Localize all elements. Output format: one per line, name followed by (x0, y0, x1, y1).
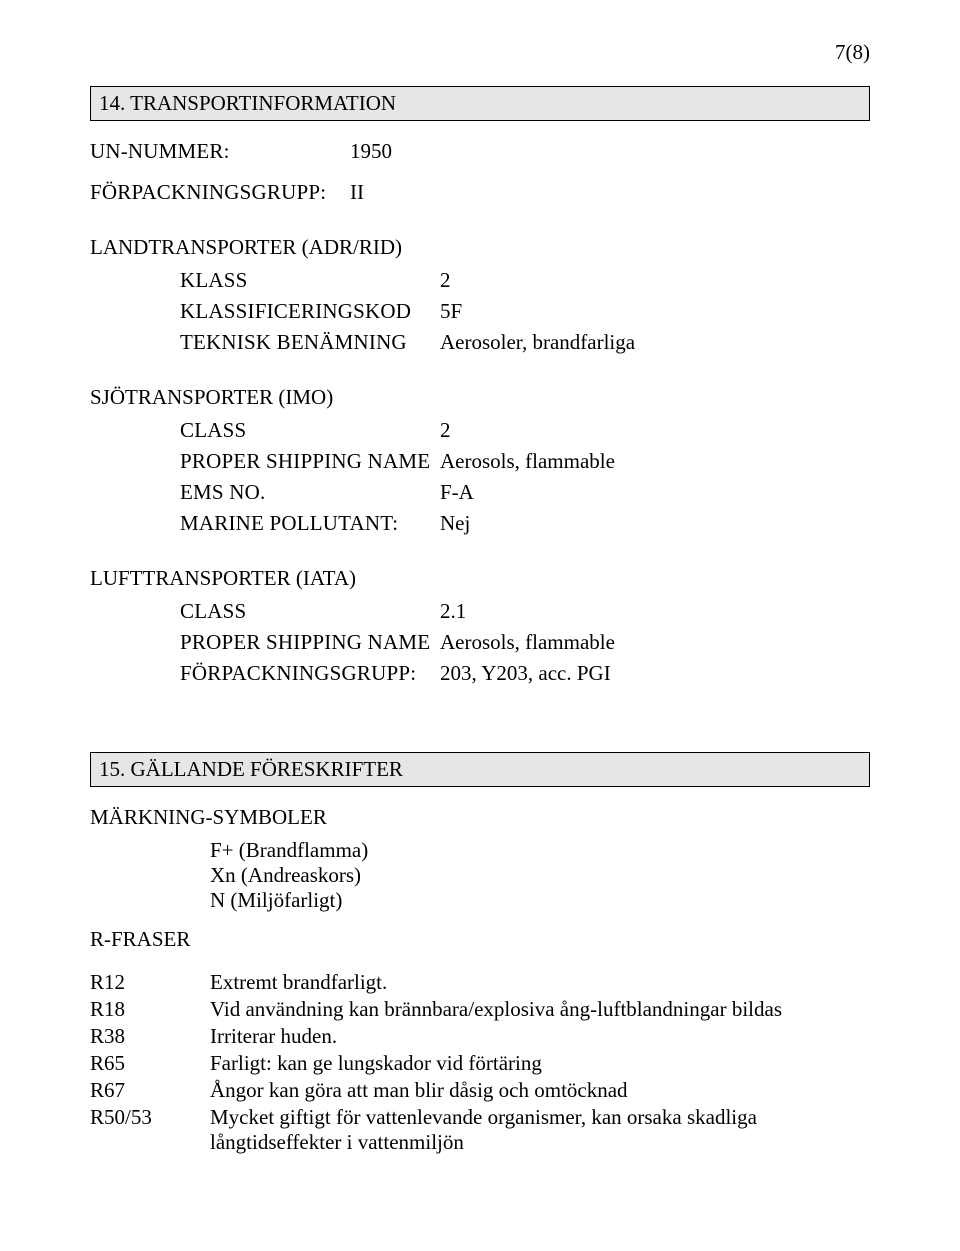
land-transport-block: KLASS 2 KLASSIFICERINGSKOD 5F TEKNISK BE… (180, 268, 870, 355)
r-code: R38 (90, 1024, 210, 1049)
air-transport-heading: LUFTTRANSPORTER (IATA) (90, 566, 870, 591)
air-pg-label: FÖRPACKNINGSGRUPP: (180, 661, 440, 686)
land-code-row: KLASSIFICERINGSKOD 5F (180, 299, 870, 324)
air-pg-row: FÖRPACKNINGSGRUPP: 203, Y203, acc. PGI (180, 661, 870, 686)
air-class-value: 2.1 (440, 599, 870, 624)
r-code: R12 (90, 970, 210, 995)
land-klass-value: 2 (440, 268, 870, 293)
sea-psn-label: PROPER SHIPPING NAME (180, 449, 440, 474)
land-code-value: 5F (440, 299, 870, 324)
land-tech-label: TEKNISK BENÄMNING (180, 330, 440, 355)
sea-ems-row: EMS NO. F-A (180, 480, 870, 505)
sea-transport-block: CLASS 2 PROPER SHIPPING NAME Aerosols, f… (180, 418, 870, 536)
r-text: Farligt: kan ge lungskador vid förtäring (210, 1051, 870, 1076)
land-tech-value: Aerosoler, brandfarliga (440, 330, 870, 355)
marking-block: F+ (Brandflamma) Xn (Andreaskors) N (Mil… (210, 838, 870, 913)
r-row: R65 Farligt: kan ge lungskador vid förtä… (90, 1051, 870, 1076)
page-number: 7(8) (835, 40, 870, 65)
sea-psn-value: Aerosols, flammable (440, 449, 870, 474)
air-class-label: CLASS (180, 599, 440, 624)
r-row: R18 Vid användning kan brännbara/explosi… (90, 997, 870, 1022)
un-number-row: UN-NUMMER: 1950 (90, 139, 870, 164)
packaging-group-row: FÖRPACKNINGSGRUPP: II (90, 180, 870, 205)
r-text: Vid användning kan brännbara/explosiva å… (210, 997, 870, 1022)
air-class-row: CLASS 2.1 (180, 599, 870, 624)
land-transport-heading: LANDTRANSPORTER (ADR/RID) (90, 235, 870, 260)
land-klass-label: KLASS (180, 268, 440, 293)
r-row: R50/53 Mycket giftigt för vattenlevande … (90, 1105, 870, 1155)
air-psn-value: Aerosols, flammable (440, 630, 870, 655)
r-text: Irriterar huden. (210, 1024, 870, 1049)
air-psn-row: PROPER SHIPPING NAME Aerosols, flammable (180, 630, 870, 655)
sea-class-row: CLASS 2 (180, 418, 870, 443)
marking-heading: MÄRKNING-SYMBOLER (90, 805, 870, 830)
land-klass-row: KLASS 2 (180, 268, 870, 293)
packaging-group-value: II (350, 180, 870, 205)
r-text: Mycket giftigt för vattenlevande organis… (210, 1105, 870, 1155)
r-row: R38 Irriterar huden. (90, 1024, 870, 1049)
r-code: R50/53 (90, 1105, 210, 1155)
land-tech-row: TEKNISK BENÄMNING Aerosoler, brandfarlig… (180, 330, 870, 355)
land-code-label: KLASSIFICERINGSKOD (180, 299, 440, 324)
r-row: R67 Ångor kan göra att man blir dåsig oc… (90, 1078, 870, 1103)
sea-mp-value: Nej (440, 511, 870, 536)
r-code: R18 (90, 997, 210, 1022)
sea-psn-row: PROPER SHIPPING NAME Aerosols, flammable (180, 449, 870, 474)
r-text: Ångor kan göra att man blir dåsig och om… (210, 1078, 870, 1103)
sea-class-value: 2 (440, 418, 870, 443)
sea-ems-value: F-A (440, 480, 870, 505)
air-transport-block: CLASS 2.1 PROPER SHIPPING NAME Aerosols,… (180, 599, 870, 686)
section-14-header: 14. TRANSPORTINFORMATION (90, 86, 870, 121)
r-text: Extremt brandfarligt. (210, 970, 870, 995)
packaging-group-label: FÖRPACKNINGSGRUPP: (90, 180, 350, 205)
un-number-value: 1950 (350, 139, 870, 164)
r-fraser-heading: R-FRASER (90, 927, 870, 952)
page: 7(8) 14. TRANSPORTINFORMATION UN-NUMMER:… (0, 0, 960, 1251)
sea-mp-row: MARINE POLLUTANT: Nej (180, 511, 870, 536)
r-row: R12 Extremt brandfarligt. (90, 970, 870, 995)
marking-line: N (Miljöfarligt) (210, 888, 870, 913)
r-fraser-list: R12 Extremt brandfarligt. R18 Vid använd… (90, 970, 870, 1155)
sea-ems-label: EMS NO. (180, 480, 440, 505)
un-number-label: UN-NUMMER: (90, 139, 350, 164)
r-code: R67 (90, 1078, 210, 1103)
marking-line: Xn (Andreaskors) (210, 863, 870, 888)
r-code: R65 (90, 1051, 210, 1076)
marking-line: F+ (Brandflamma) (210, 838, 870, 863)
air-psn-label: PROPER SHIPPING NAME (180, 630, 440, 655)
sea-transport-heading: SJÖTRANSPORTER (IMO) (90, 385, 870, 410)
sea-class-label: CLASS (180, 418, 440, 443)
air-pg-value: 203, Y203, acc. PGI (440, 661, 870, 686)
sea-mp-label: MARINE POLLUTANT: (180, 511, 440, 536)
section-15-header: 15. GÄLLANDE FÖRESKRIFTER (90, 752, 870, 787)
